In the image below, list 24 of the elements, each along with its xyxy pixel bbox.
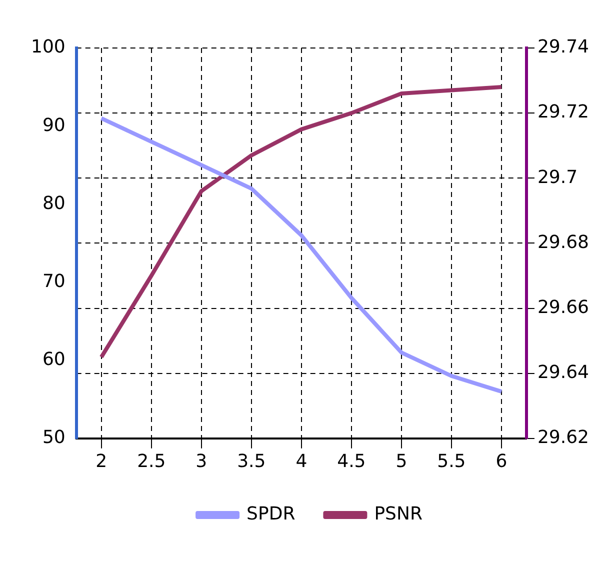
y-tick-label: 70 (42, 270, 66, 292)
y2-tick-label: 29.72 (537, 102, 589, 123)
y-tick-label: 50 (42, 427, 66, 448)
y-tick-label: 80 (42, 192, 66, 214)
x-tick-label: 6 (496, 450, 508, 472)
y2-tick-label: 29.62 (537, 427, 589, 448)
y-tick-label: 90 (42, 114, 66, 136)
x-tick-label: 2 (96, 450, 108, 472)
y2-tick-label: 29.74 (537, 36, 589, 58)
x-tick-label: 3 (196, 450, 208, 472)
x-tick-label: 2.5 (137, 450, 166, 472)
legend-label: SPDR (246, 504, 296, 525)
y2-tick-label: 29.68 (537, 232, 589, 253)
legend-label: PSNR (374, 504, 422, 525)
y2-tick-label: 29.64 (537, 362, 589, 384)
x-tick-label: 5.5 (437, 450, 466, 472)
y2-tick-label: 29.66 (537, 296, 589, 318)
x-tick-label: 4.5 (337, 450, 366, 472)
x-tick-label: 4 (296, 450, 308, 472)
x-tick-label: 3.5 (237, 450, 266, 472)
y-tick-label: 60 (42, 348, 66, 370)
x-tick-label: 5 (396, 450, 408, 472)
y-tick-label: 100 (30, 36, 66, 58)
y2-tick-label: 29.7 (537, 166, 578, 188)
